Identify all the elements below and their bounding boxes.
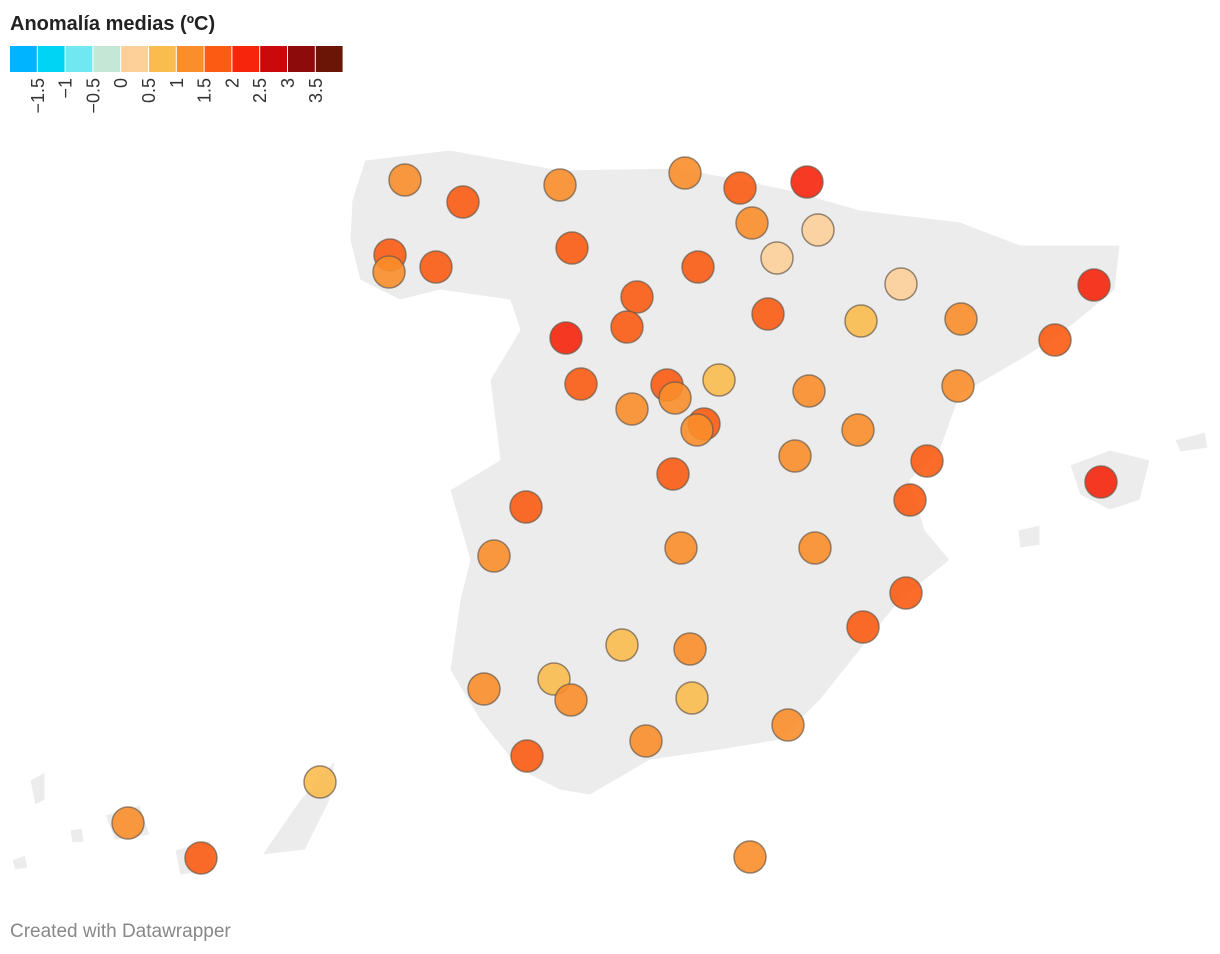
station-dot — [702, 363, 736, 397]
station-dot — [910, 444, 944, 478]
station-dot — [111, 806, 145, 840]
footer: Created with Datawrapper — [10, 921, 231, 942]
station-dot — [941, 369, 975, 403]
legend-swatch — [149, 46, 176, 72]
station-dot — [798, 531, 832, 565]
station-dot — [675, 681, 709, 715]
station-dot — [844, 304, 878, 338]
land — [11, 149, 1209, 876]
legend-swatch — [176, 46, 204, 72]
legend-swatch — [10, 46, 37, 72]
legend-label: −1.5 — [28, 78, 48, 114]
legend-swatch — [121, 46, 148, 72]
legend-label: −1 — [56, 78, 76, 99]
station-dot — [372, 255, 406, 289]
legend-label: 3.5 — [306, 78, 326, 103]
station-dot — [543, 168, 577, 202]
station-dot — [1084, 465, 1118, 499]
island — [1174, 431, 1209, 453]
station-dot — [605, 628, 639, 662]
legend-swatch — [315, 46, 343, 72]
station-dot — [681, 250, 715, 284]
station-dot — [673, 632, 707, 666]
station-dot — [778, 439, 812, 473]
station-dot — [735, 206, 769, 240]
legend: −1.5 −1 −0.5 0 0.5 1 1.5 2 2.5 3 3.5 — [10, 46, 343, 114]
legend-title: Anomalía medias (ºC) — [10, 13, 215, 35]
station-dot — [723, 171, 757, 205]
station-dot — [446, 185, 480, 219]
station-dot — [790, 165, 824, 199]
legend-swatch — [93, 46, 121, 72]
legend-label: 1.5 — [195, 78, 215, 103]
legend-label: −0.5 — [83, 78, 103, 114]
station-dot — [944, 302, 978, 336]
station-dot — [477, 539, 511, 573]
station-dot — [658, 381, 692, 415]
station-dot — [680, 413, 714, 447]
island — [69, 827, 85, 844]
station-dot — [303, 765, 337, 799]
legend-label: 0 — [111, 78, 131, 88]
stations — [111, 156, 1118, 875]
legend-label: 2 — [222, 78, 242, 88]
station-dot — [419, 250, 453, 284]
island — [29, 771, 46, 806]
legend-swatch — [204, 46, 232, 72]
station-dot — [771, 708, 805, 742]
station-dot — [751, 297, 785, 331]
station-dot — [564, 367, 598, 401]
island — [1017, 524, 1041, 549]
legend-swatch — [232, 46, 260, 72]
station-dot — [792, 374, 826, 408]
station-dot — [664, 531, 698, 565]
station-dot — [615, 392, 649, 426]
station-dot — [388, 163, 422, 197]
station-dot — [733, 840, 767, 874]
station-dot — [1077, 268, 1111, 302]
station-dot — [841, 413, 875, 447]
station-dot — [656, 457, 690, 491]
legend-label: 1 — [167, 78, 187, 88]
station-dot — [884, 267, 918, 301]
station-dot — [668, 156, 702, 190]
station-dot — [801, 213, 835, 247]
legend-label: 0.5 — [139, 78, 159, 103]
station-dot — [510, 739, 544, 773]
station-dot — [620, 280, 654, 314]
mainland — [349, 149, 1121, 796]
legend-label: 3 — [278, 78, 298, 88]
legend-swatch — [260, 46, 287, 72]
legend-swatch — [37, 46, 65, 72]
station-dot — [846, 610, 880, 644]
station-dot — [760, 241, 794, 275]
station-dot — [467, 672, 501, 706]
station-dot — [509, 490, 543, 524]
station-dot — [610, 310, 644, 344]
legend-swatch — [288, 46, 315, 72]
station-dot — [555, 231, 589, 265]
station-dot — [184, 841, 218, 875]
station-dot — [889, 576, 923, 610]
station-dot — [893, 483, 927, 517]
island — [11, 854, 29, 871]
legend-label: 2.5 — [250, 78, 270, 103]
legend-swatch — [65, 46, 93, 72]
station-dot — [1038, 323, 1072, 357]
station-dot — [629, 724, 663, 758]
station-dot — [554, 683, 588, 717]
station-dot — [549, 321, 583, 355]
